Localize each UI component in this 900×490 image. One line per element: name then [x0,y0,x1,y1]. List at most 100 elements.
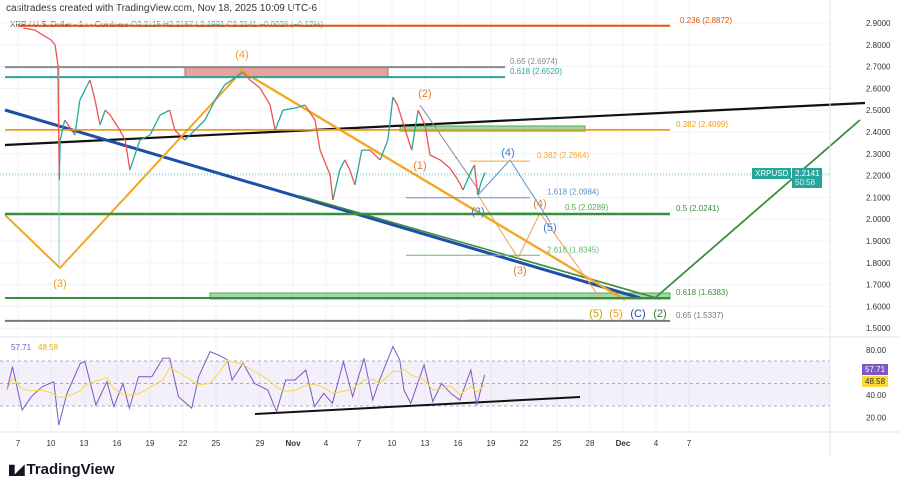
price-segment [417,109,426,126]
price-segment [274,109,284,131]
price-tick-label: 1.6000 [866,302,891,311]
trendline-blue [4,108,641,300]
price-segment [34,29,52,41]
symbol-tag: XRPUSD [752,168,792,179]
rsi-legend-value: 57.71 [11,343,32,352]
time-tick-label: Dec [616,439,631,448]
time-tick-label: 13 [421,439,430,448]
price-tick-label: 2.2000 [866,172,891,181]
price-tick-label: 2.4000 [866,128,891,137]
price-segment [149,114,161,136]
fib-level-label: 0.65 (2.6974) [510,57,558,66]
trendline-black [4,101,866,147]
wave-label: (5) [609,308,622,320]
tradingview-logo[interactable]: ▮◢ TradingView [8,461,115,478]
price-segment [269,104,276,131]
price-segment [304,104,316,121]
rsi-line [6,345,486,426]
wave-label: (C) [630,308,645,320]
price-segment [64,119,76,136]
price-segment [396,104,406,131]
time-tick-label: Nov [285,439,301,448]
fib-level-label: 0.5 (2.0289) [565,203,608,212]
price-segment [282,107,296,111]
price-segment [314,119,321,151]
price-segment [369,149,381,161]
price-segment [139,134,151,141]
wave-label: (3) [53,278,66,290]
bar-countdown: 50:58 [795,178,816,187]
rsi-tick-label: 40.00 [866,391,887,400]
time-tick-label: 10 [47,439,56,448]
price-segment [462,169,473,191]
time-tick-label: 25 [553,439,562,448]
fib-level-label: 0.382 (2.4099) [676,120,728,129]
wave-label: (1) [413,160,426,172]
price-segment [99,109,106,126]
price-segment [214,84,226,101]
price-segment [344,159,351,171]
price-segment [194,119,206,131]
price-segment [339,159,346,171]
price-axis: 2.9000 2.8000 2.7000 2.6000 2.5000 2.4000 2.30… [866,19,891,333]
price-segment [424,124,431,156]
price-tick-label: 1.8000 [866,259,891,268]
wave-label: (4) [235,49,248,61]
trendline-orange [239,68,626,302]
price-segment [387,97,394,141]
price-segment [59,119,66,141]
symbol-line: XRP / U.S. Dollar · 1h · Coinbase [10,20,129,29]
fib-level-label: 2.618 (1.8345) [547,245,599,254]
price-tick-label: 2.3000 [866,150,891,159]
price-segment [174,129,186,141]
time-tick-label: 4 [654,439,659,448]
support-box-upper [399,125,586,132]
fib-level-label: 0.618 (1.6383) [676,288,728,297]
ohlc-values: O2.2115 H2.2157 L2.1991 C2.2141 −0.0026 … [130,20,324,29]
price-segment [234,71,244,79]
projection-blue [477,159,551,223]
time-tick-label: 16 [454,439,463,448]
price-segment [349,169,356,186]
fib-level-label: 0.5 (2.0241) [676,204,719,213]
time-tick-label: 25 [212,439,221,448]
price-tick-label: 2.8000 [866,41,891,50]
time-tick-label: 7 [687,439,692,448]
price-segment [169,110,176,131]
wave-labels: (4) (3) (2) (1) (4) (3) (5) (4) (3) (5) (5) (C) (2) [53,49,666,320]
wave-label: (4) [533,198,546,210]
price-segment [249,79,261,89]
fib-level-label: 0.236 (2.8872) [680,16,732,25]
price-tick-label: 1.9000 [866,237,891,246]
time-tick-label: 7 [16,439,21,448]
fib-level-label: 0.382 (2.2664) [537,151,589,160]
price-segment [411,110,419,151]
wave-label: (4) [501,147,514,159]
last-price: 2.2141 [795,169,820,178]
price-segment [329,174,334,201]
price-tick-label: 2.1000 [866,193,891,202]
brand-name: TradingView [26,461,115,478]
price-segment [429,154,441,161]
time-tick-label: 16 [113,439,122,448]
rsi-ma-line [6,360,485,399]
price-segment [124,139,131,171]
rsi-axis: 80.00 40.00 20.00 [866,346,887,423]
price-segment [224,77,236,86]
drawings [4,66,866,321]
price-segment [57,64,60,180]
price-tick-label: 1.7000 [866,281,891,290]
price-tick-label: 2.7000 [866,63,891,72]
last-price-tag: 2.2141 50:58 [792,168,823,188]
price-segment [319,149,331,176]
price-segment [392,96,399,106]
wave-label: (5) [543,222,556,234]
price-segment [119,129,126,141]
time-tick-label: 13 [80,439,89,448]
price-segment [242,71,251,81]
symbol-legend: XRP / U.S. Dollar · 1h · Coinbase O2.211… [10,20,323,29]
price-segment [354,149,363,186]
grid [0,0,830,432]
rsi-series [6,345,486,426]
